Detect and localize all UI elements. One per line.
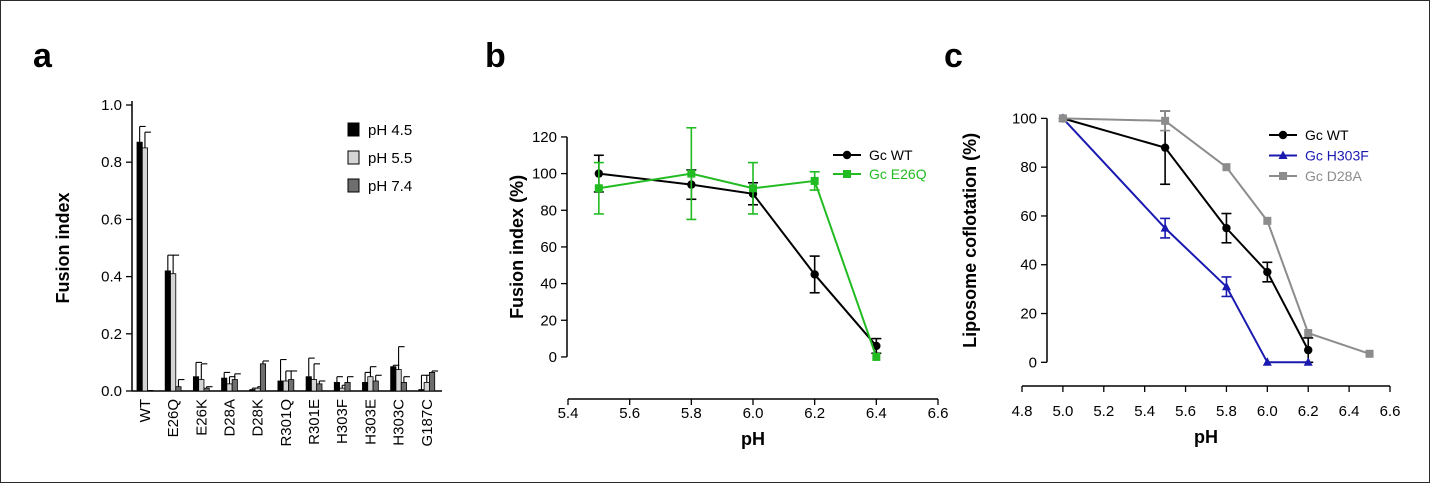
- data-point: [1304, 345, 1313, 355]
- y-tick-label: 40: [540, 276, 557, 293]
- x-tick-label: 6.4: [866, 405, 887, 422]
- y-tick-label: 120: [532, 129, 557, 146]
- legend-swatch: [347, 122, 360, 137]
- legend-marker: [842, 150, 852, 160]
- y-axis-title: Fusion index (%): [507, 175, 527, 319]
- x-category-label: H303C: [391, 399, 408, 446]
- x-tick-label: 6.4: [1339, 403, 1360, 420]
- y-tick-label: 100: [1012, 110, 1037, 127]
- y-tick-label: 40: [1020, 257, 1037, 274]
- data-point: [1222, 163, 1231, 172]
- data-point: [1160, 223, 1170, 232]
- x-tick-label: 5.4: [1134, 403, 1155, 420]
- legend-label: Gc WT: [1305, 127, 1349, 143]
- data-point: [872, 352, 881, 361]
- legend-marker: [1279, 172, 1287, 180]
- legend-marker: [1278, 150, 1288, 159]
- y-tick-label: 20: [540, 312, 557, 329]
- data-point: [1263, 216, 1272, 225]
- legend-marker: [1278, 130, 1288, 140]
- y-tick-label: 0.4: [101, 269, 122, 286]
- x-category-label: E26Q: [165, 399, 182, 437]
- data-point: [1263, 267, 1272, 277]
- y-axis-title: Liposome coflotation (%): [960, 133, 980, 348]
- x-category-label: E26K: [193, 399, 210, 436]
- x-tick-label: 5.4: [558, 405, 579, 422]
- x-axis-title: pH: [1194, 427, 1218, 447]
- data-point: [1262, 357, 1272, 366]
- x-tick-label: 5.6: [1175, 403, 1196, 420]
- x-tick-label: 5.2: [1093, 403, 1114, 420]
- panel-b-letter: b: [485, 37, 506, 75]
- legend-swatch: [347, 178, 360, 193]
- data-point: [1221, 281, 1231, 291]
- data-point: [1365, 349, 1374, 358]
- x-tick-label: 6.2: [1298, 403, 1319, 420]
- data-point: [810, 270, 819, 279]
- data-point: [810, 176, 819, 185]
- y-tick-label: 0: [549, 349, 557, 366]
- x-tick-label: 5.8: [1216, 403, 1237, 420]
- x-category-label: D28K: [250, 399, 267, 437]
- y-axis-title: Fusion index: [53, 192, 73, 303]
- x-category-label: R301E: [306, 399, 323, 445]
- data-point: [594, 184, 603, 193]
- y-tick-label: 20: [1020, 306, 1037, 323]
- data-point: [1303, 357, 1313, 366]
- x-category-label: G187C: [419, 399, 436, 447]
- x-tick-label: 5.8: [681, 405, 702, 422]
- y-tick-label: 100: [532, 166, 557, 183]
- y-tick-label: 0: [1029, 354, 1037, 371]
- x-tick-label: 4.8: [1012, 403, 1033, 420]
- legend-label: Gc E26Q: [869, 166, 927, 182]
- x-tick-label: 5.6: [619, 405, 640, 422]
- legend-label: Gc H303F: [1305, 148, 1369, 164]
- data-point: [749, 184, 757, 193]
- panel-c-letter: c: [944, 37, 963, 75]
- bar: [147, 390, 154, 392]
- data-point: [1161, 116, 1170, 125]
- x-category-label: WT: [137, 399, 154, 422]
- y-tick-label: 0.0: [101, 383, 122, 400]
- legend-label: Gc D28A: [1305, 168, 1362, 184]
- legend-label: Gc WT: [869, 147, 913, 163]
- x-category-label: H303E: [362, 399, 379, 445]
- data-point: [1058, 114, 1067, 123]
- legend-marker: [843, 170, 851, 178]
- series-line: [1062, 117, 1370, 355]
- y-tick-label: 80: [1020, 159, 1037, 176]
- x-tick-label: 5.0: [1052, 403, 1073, 420]
- y-tick-label: 0.8: [101, 154, 122, 171]
- legend-label: pH 5.5: [368, 150, 412, 167]
- chart-a-bar: 0.0 0.2 0.4 0.6 0.8 1.0 Fusion index WT E26Q E26K…: [53, 97, 442, 447]
- x-tick-label: 6.2: [804, 405, 825, 422]
- y-tick-label: 80: [540, 202, 557, 219]
- y-tick-label: 0.2: [101, 326, 122, 343]
- panel-a-letter: a: [33, 37, 52, 75]
- x-tick-label: 6.0: [743, 405, 764, 422]
- legend-swatch: [347, 150, 360, 165]
- y-tick-label: 60: [540, 239, 557, 256]
- data-point: [1304, 329, 1313, 338]
- x-axis-title: pH: [741, 429, 765, 449]
- x-tick-label: 6.6: [1380, 403, 1401, 420]
- data-point: [1160, 143, 1170, 152]
- x-category-label: D28A: [221, 399, 238, 437]
- x-tick-label: 6.6: [928, 405, 949, 422]
- y-tick-label: 0.6: [101, 211, 122, 228]
- legend-label: pH 4.5: [368, 122, 412, 139]
- data-point: [687, 169, 696, 178]
- x-category-label: H303F: [334, 399, 351, 444]
- legend-label: pH 7.4: [368, 178, 412, 195]
- x-category-label: R301Q: [278, 399, 295, 447]
- y-tick-label: 1.0: [101, 97, 122, 114]
- data-point: [1222, 223, 1231, 233]
- x-tick-label: 6.0: [1257, 403, 1278, 420]
- y-tick-label: 60: [1020, 208, 1037, 225]
